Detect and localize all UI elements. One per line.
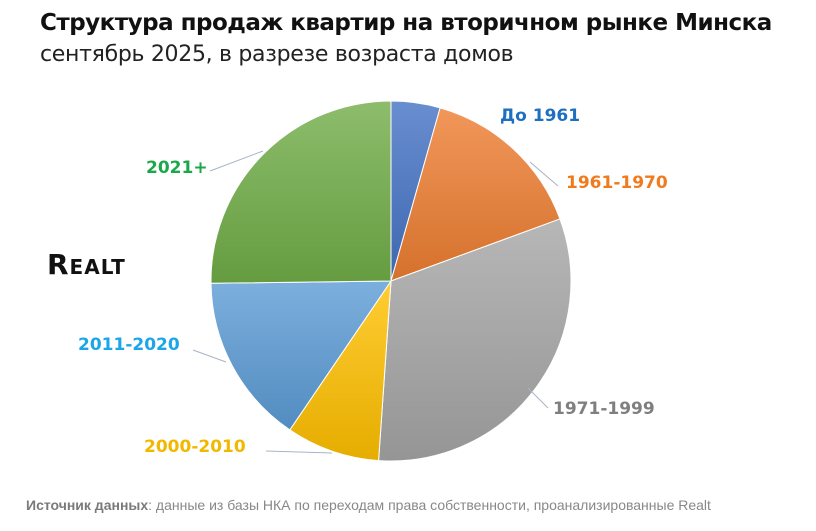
- leader-line: [527, 387, 549, 409]
- pie-slice-2000-2010: [289, 279, 392, 462]
- leader-line: [209, 150, 264, 172]
- pie-slice-2021-: [210, 100, 392, 284]
- data-label: 1961-1970: [566, 173, 668, 193]
- realt-logo: Realt: [47, 248, 126, 281]
- source-text: : данные из базы НКА по переходам права …: [148, 497, 711, 513]
- source-note: Источник данных: данные из базы НКА по п…: [26, 497, 711, 513]
- source-label: Источник данных: [26, 497, 149, 513]
- chart-title: Структура продаж квартир на вторичном ры…: [40, 10, 772, 36]
- data-label: 1971-1999: [553, 399, 655, 419]
- data-label: 2021+: [146, 158, 208, 178]
- leader-line: [529, 161, 559, 187]
- pie-slice-2011-2020: [210, 280, 392, 431]
- data-label: 2011-2020: [78, 335, 180, 355]
- chart-subtitle: сентябрь 2025, в разрезе возраста домов: [40, 42, 514, 67]
- leader-line: [265, 450, 333, 454]
- data-label: До 1961: [500, 106, 580, 126]
- data-label: 2000-2010: [144, 437, 246, 457]
- pie-slice-1961-1970: [390, 107, 561, 282]
- pie-slice-1971-1999: [378, 218, 572, 462]
- leader-line: [192, 349, 227, 363]
